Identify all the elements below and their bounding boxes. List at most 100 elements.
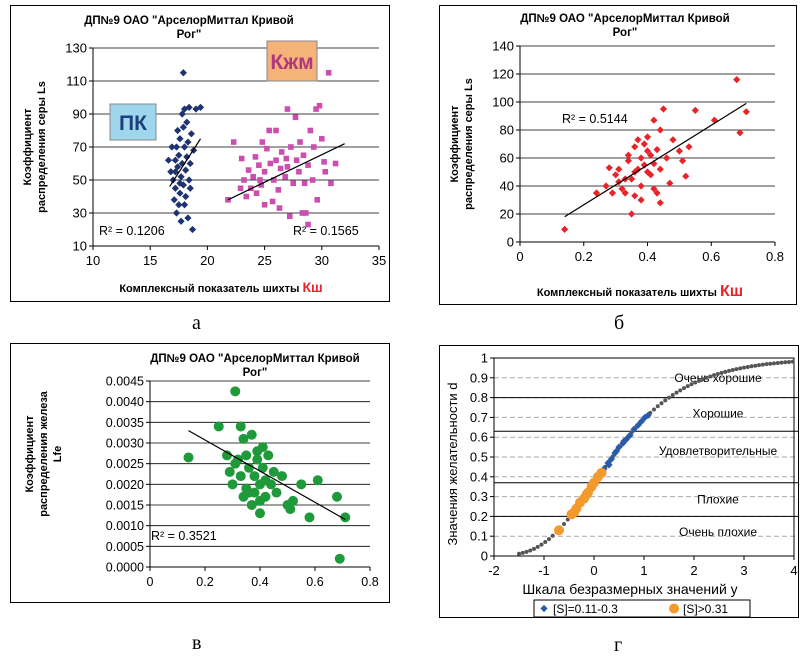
curve-point [749, 364, 754, 369]
series-0-point [627, 210, 636, 218]
curve-point [682, 386, 686, 391]
curve-point [742, 365, 746, 370]
series-0-point [340, 512, 351, 523]
series-0-point [647, 171, 655, 179]
legend-marker [540, 604, 548, 613]
series-0-point [605, 461, 613, 469]
series-1-point [332, 160, 339, 167]
series-0-point [170, 196, 178, 204]
series-0-point [171, 184, 179, 192]
x-tick-label: 0.6 [702, 249, 720, 264]
series-1-point [284, 164, 291, 170]
series-0-point [678, 157, 687, 165]
series-0-point [742, 108, 750, 116]
series-1-point [238, 155, 245, 162]
series-0-point [643, 133, 652, 141]
series-0-point [176, 189, 184, 197]
curve-point [667, 395, 671, 400]
series-0-point [241, 450, 252, 461]
series-0-point [168, 143, 176, 151]
legend-marker [669, 603, 679, 614]
series-1-point [297, 139, 303, 145]
y-tick-label: 0 [507, 235, 514, 250]
series-0-point [186, 159, 194, 168]
series-1-point [290, 180, 296, 187]
x-tick-label: 10 [86, 253, 100, 268]
series-0-point [257, 442, 268, 453]
box-label: ПК [119, 112, 147, 135]
curve-point [528, 548, 533, 553]
series-0-point [650, 116, 658, 124]
caption-d: г [614, 634, 623, 656]
series-1-point [237, 185, 244, 192]
series-0-point [182, 192, 190, 201]
curve-point [524, 549, 529, 554]
series-1-point [307, 127, 314, 134]
x-tick-label: 0.4 [638, 249, 656, 264]
r-squared-label: R² = 0.1206 [99, 224, 165, 238]
curve-point [779, 360, 784, 365]
curve-point [719, 370, 724, 375]
x-tick-label: 30 [315, 253, 329, 268]
series-0-point [653, 189, 661, 197]
series-0-point [171, 156, 179, 164]
series-0-point [592, 189, 601, 197]
y-tick-label: 0.0010 [106, 519, 144, 533]
series-0-point [178, 110, 186, 118]
series-0-point [656, 199, 664, 207]
curve-point [520, 550, 525, 555]
series-0-point [180, 201, 189, 209]
chart-title: Рог" [243, 367, 268, 379]
series-0-point [312, 475, 323, 486]
series-0-point [167, 168, 175, 176]
series-0-point [618, 185, 626, 193]
series-0-point [640, 161, 648, 169]
series-0-point [177, 217, 185, 225]
y-axis-label: Коэффициент [24, 415, 36, 493]
curve-point [768, 361, 773, 366]
series-1-point [554, 525, 564, 536]
trendline [188, 430, 346, 520]
series-0-point [183, 153, 191, 161]
curve-point [532, 546, 536, 551]
series-0-point [184, 214, 192, 222]
legend-box [533, 599, 751, 617]
series-0-point [249, 471, 260, 482]
x-axis-label: Комплексный показатель шихты Кш [119, 279, 322, 295]
series-0-point [643, 147, 652, 155]
y-tick-label: 0.8 [470, 390, 488, 405]
chart-c-panel: ДП№9 ОАО "АрселорМиттал Кривой Рог" 0.0000… [10, 343, 390, 603]
curve-point [562, 521, 566, 526]
series-0-point [183, 452, 194, 463]
caption-c: в [192, 632, 202, 654]
x-tick-label: 15 [143, 253, 157, 268]
series-0-point [640, 140, 648, 148]
series-0-point [266, 479, 276, 490]
curve-point [745, 364, 750, 369]
curve-point [787, 359, 791, 364]
series-1-point [282, 173, 288, 180]
curve-point [539, 542, 544, 547]
series-0-point [634, 421, 642, 429]
series-1-point [283, 155, 290, 162]
y-tick-label: 40 [500, 179, 514, 194]
series-0-point [612, 447, 621, 455]
y-tick-label: 0.0015 [106, 499, 144, 513]
curve-point [689, 382, 694, 387]
series-0-point [175, 201, 183, 209]
series-1-point [277, 165, 284, 172]
x-tick-label: 0.6 [306, 575, 323, 589]
series-0-point [631, 143, 639, 151]
series-0-point [637, 154, 645, 162]
series-0-point [260, 491, 271, 502]
y-tick-label: 0.0030 [106, 437, 144, 451]
series-1-point [275, 187, 282, 193]
curve-point [727, 368, 731, 373]
series-1-point [309, 177, 316, 183]
curve-point [547, 537, 551, 542]
series-1-point [267, 160, 274, 167]
x-tick-label: 0.2 [575, 249, 593, 264]
series-1-point [243, 193, 250, 200]
series-0-point [164, 156, 173, 164]
zone-label: Удовлетворительные [659, 444, 778, 458]
